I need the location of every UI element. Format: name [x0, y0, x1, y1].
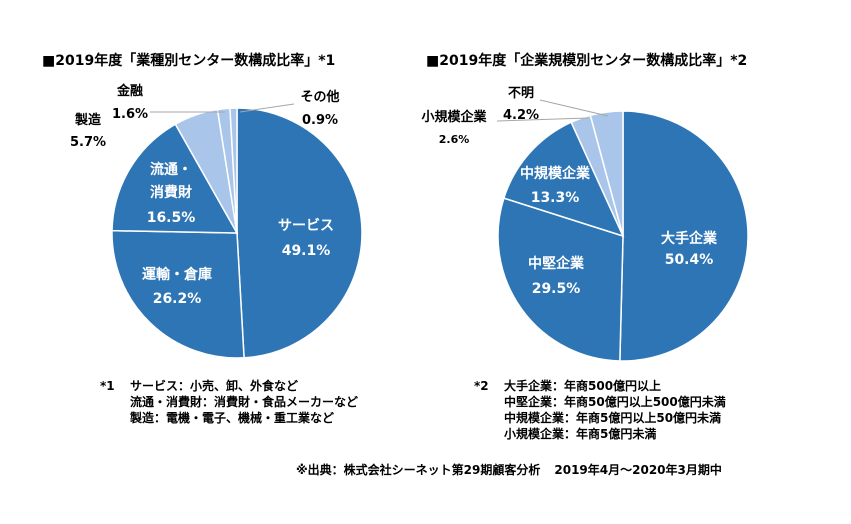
slice-name-label: 消費財: [150, 184, 192, 201]
source-text: ※出典：株式会社シーネット第29期顧客分析: [296, 463, 541, 477]
footnote-line: サービス：小売、卸、外食など: [130, 379, 299, 393]
pie-company-size: 大手企業 50.4% 中堅企業 29.5% 中規模企業 13.3% 小規模企業 2.6% 不明 4…: [421, 86, 749, 362]
footnote-mark: *2: [474, 379, 489, 393]
footnote-line: 製造：電機・電子、機械・重工業など: [130, 411, 335, 425]
pie-slice: [619, 110, 749, 362]
slice-name-label: 大手企業: [661, 230, 718, 247]
footnote-company-size: *2 大手企業：年商500億円以上 中堅企業：年商50億円以上500億円未満 中規…: [474, 378, 726, 442]
slice-name-label: 運輸・倉庫: [142, 266, 212, 283]
footnote-line: 小規模企業：年商5億円未満: [504, 427, 657, 441]
pie-slice: [589, 110, 624, 237]
slice-value-label: 2.6%: [439, 133, 470, 146]
slice-name-label: 中堅企業: [528, 255, 585, 272]
slice-name-label: 不明: [508, 86, 534, 101]
footnote-line: 中堅企業：年商50億円以上500億円未満: [504, 395, 726, 409]
leader-line: [539, 99, 609, 117]
slice-name-label: 小規模企業: [421, 109, 487, 125]
footnote-line: 中規模企業：年商5億円以上50億円未満: [504, 411, 722, 425]
leader-line: [239, 103, 295, 113]
pie-industry: サービス 49.1% 運輸・倉庫 26.2% 流通・消費財 16.5% 製造 5.7% 金融 1.…: [70, 83, 363, 359]
slice-value-label: 16.5%: [147, 210, 196, 226]
pie-slice: [497, 197, 624, 362]
footnote-line: 大手企業：年商500億円以上: [504, 379, 662, 393]
footnote-industry: *1 サービス：小売、卸、外食など 流通・消費財：消費財・食品メーカーなど 製造：…: [100, 378, 358, 426]
chart-title-industry: ■2019年度「業種別センター数構成比率」*1: [42, 53, 336, 69]
slice-name-label: 製造: [74, 112, 102, 128]
slice-value-label: 5.7%: [70, 135, 106, 150]
footnote-line: 流通・消費財：消費財・食品メーカーなど: [130, 395, 359, 409]
slice-value-label: 1.6%: [112, 107, 148, 122]
slice-value-label: 0.9%: [302, 113, 338, 128]
slice-name-label: サービス: [278, 218, 334, 234]
footnote-mark: *1: [100, 379, 115, 393]
pie-slice: [236, 107, 363, 359]
slice-value-label: 26.2%: [153, 291, 202, 307]
slice-name-label: 流通・: [150, 161, 192, 178]
slice-value-label: 49.1%: [282, 243, 331, 259]
pie-slice: [502, 121, 625, 238]
slice-name-label: 金融: [116, 83, 143, 99]
slice-value-label: 50.4%: [665, 252, 714, 268]
pie-slice: [111, 123, 239, 234]
leader-line: [496, 117, 589, 122]
source-period: 2019年4月～2020年3月期中: [554, 463, 722, 477]
source-citation: ※出典：株式会社シーネット第29期顧客分析 2019年4月～2020年3月期中: [296, 461, 722, 478]
slice-value-label: 13.3%: [531, 190, 580, 206]
slice-value-label: 29.5%: [532, 281, 581, 297]
slice-name-label: 中規模企業: [520, 165, 591, 182]
slice-value-label: 4.2%: [503, 108, 539, 123]
chart-title-company-size: ■2019年度「企業規模別センター数構成比率」*2: [426, 53, 748, 69]
pie-slice: [111, 229, 245, 359]
slice-name-label: その他: [300, 89, 339, 105]
pie-slice: [229, 107, 238, 234]
